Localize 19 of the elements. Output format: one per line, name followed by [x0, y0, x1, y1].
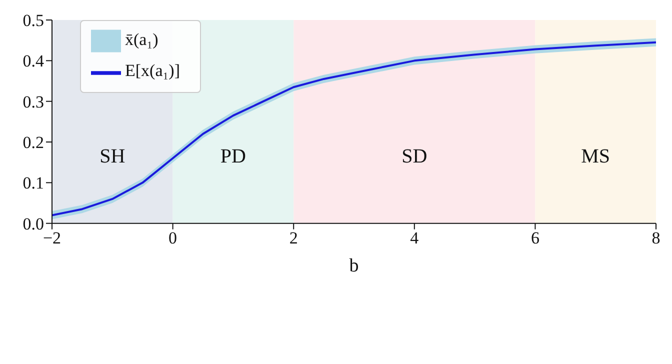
x-tick-label: 2 — [289, 228, 298, 248]
x-tick-label: −2 — [42, 228, 62, 248]
y-tick-label: 0.0 — [22, 214, 44, 234]
band-label: PD — [220, 145, 246, 168]
y-tick-label: 0.4 — [22, 52, 44, 71]
y-tick-label: 0.5 — [22, 11, 44, 30]
x-tick-label: 4 — [410, 228, 420, 248]
band-label: MS — [581, 145, 610, 168]
x-tick-label: 8 — [652, 228, 660, 248]
y-tick-label: 0.3 — [22, 92, 44, 112]
y-tick-label: 0.2 — [22, 133, 44, 152]
x-tick-label: 0 — [168, 228, 178, 248]
x-axis-title: b — [349, 255, 359, 276]
legend-label: E[x(a₁)] — [125, 61, 180, 80]
band-label: SH — [100, 145, 126, 168]
x-tick-label: 6 — [530, 228, 540, 248]
band-label: SD — [402, 145, 428, 168]
y-tick-label: 0.1 — [22, 174, 44, 193]
legend-label: x̄(a₁) — [125, 30, 158, 49]
